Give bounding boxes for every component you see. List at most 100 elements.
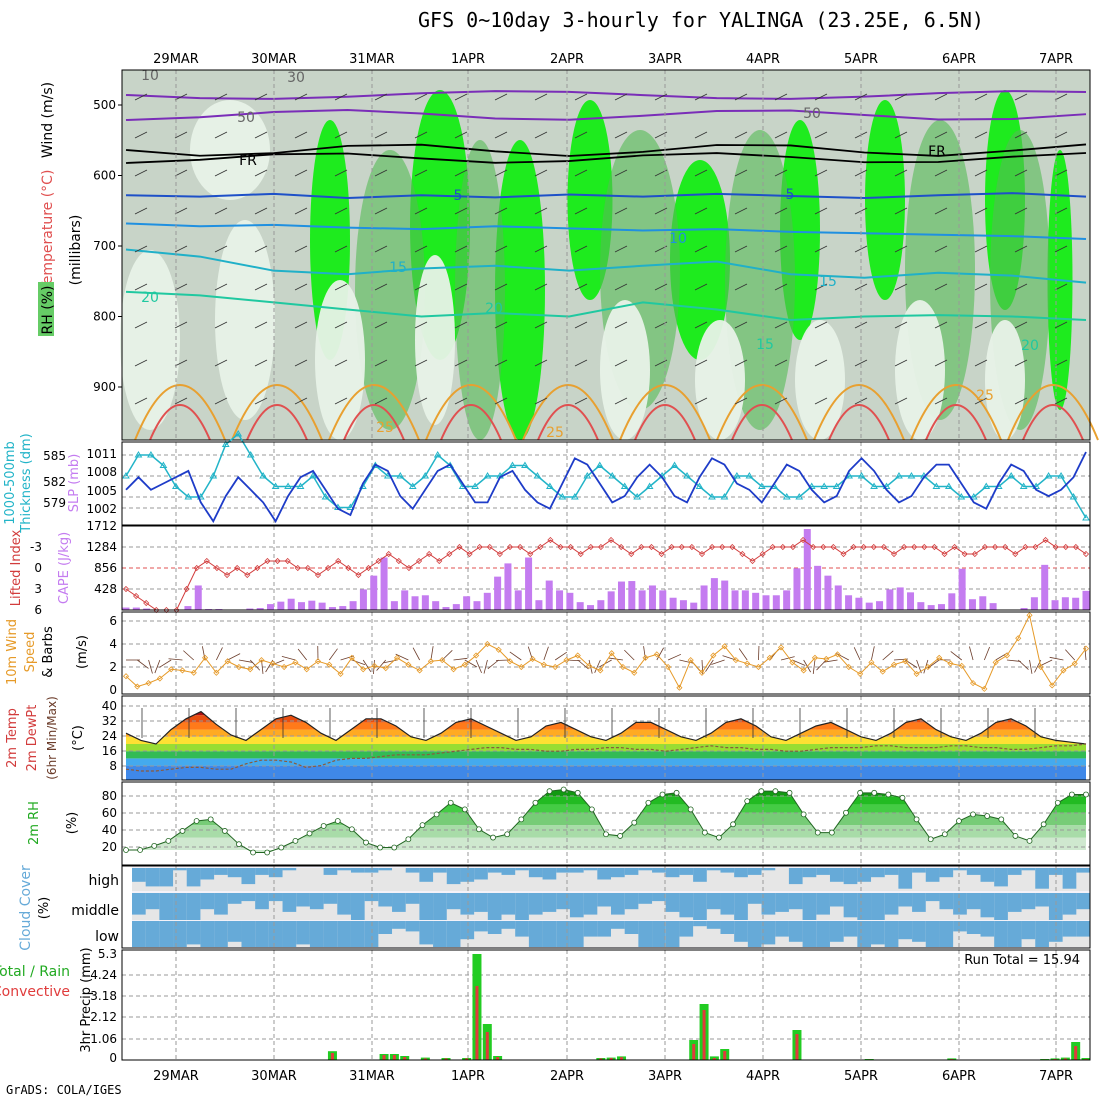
cloud-cell — [556, 868, 571, 873]
lifted-index-marker — [830, 543, 837, 551]
wind-tick: 6 — [109, 614, 117, 628]
cloud-cell — [227, 868, 242, 878]
lifted-axis-label: Lifted Index — [9, 529, 24, 606]
cloud-cell-bg — [720, 868, 735, 891]
precip-tick: 2.12 — [90, 1010, 117, 1024]
thickness-marker — [820, 482, 829, 489]
cloud-cell — [583, 893, 598, 915]
cape-bar — [194, 585, 202, 610]
cape-bar — [865, 602, 873, 610]
wind-barb — [334, 169, 348, 177]
wind-barb — [734, 283, 748, 291]
isotherm-line — [125, 192, 1087, 200]
cloud-cell — [816, 893, 831, 915]
wind-speed-marker — [857, 670, 864, 677]
wind10-axis-label: (m/s) — [75, 635, 90, 669]
wind-barb — [814, 131, 828, 139]
cape-tick: 428 — [94, 582, 117, 596]
wind-barb — [974, 93, 988, 101]
thickness-marker — [757, 482, 766, 489]
rh-marker — [758, 788, 765, 795]
date-label-bottom: 1APR — [451, 1069, 485, 1084]
temp-axis-label: 2m Temp — [5, 708, 20, 768]
wind-barb — [414, 321, 428, 329]
wind-barb — [694, 169, 708, 177]
isotherm-hot-line — [149, 404, 211, 441]
wind-barb — [614, 283, 628, 291]
cloud-cell — [487, 868, 503, 873]
cloud-cell — [734, 893, 749, 920]
lifted-index-marker — [759, 550, 766, 558]
cloud-cell-bg — [912, 868, 927, 891]
rh-marker — [673, 789, 680, 796]
rh-marker — [645, 799, 652, 806]
cloud-level-label: low — [95, 929, 119, 945]
cape-bar — [318, 602, 326, 610]
thickness-marker — [246, 451, 255, 458]
cape-lifted-panel: -3 0 3 6 1712 1284 856 428 Lifted Index CAPE (J/k… — [9, 519, 1091, 617]
cloud-cell — [939, 921, 954, 947]
precip-convective-bar — [465, 1058, 469, 1060]
wind-barb — [774, 245, 788, 253]
wind-barb — [334, 245, 348, 253]
thickness-axis-label: 1000-500mb — [3, 441, 18, 525]
rh-marker — [179, 828, 186, 834]
wind-speed-marker — [676, 684, 683, 691]
cloud-cell — [350, 893, 366, 920]
wind-barb — [294, 321, 308, 329]
slp-axis-label: SLP (mb) — [67, 454, 82, 513]
wind-barb — [454, 207, 468, 215]
wind-barb — [738, 648, 748, 661]
wind-speed-marker — [902, 658, 909, 665]
wind-barb — [494, 131, 508, 139]
cloud-cell — [569, 868, 585, 873]
cloud-cell — [884, 893, 899, 915]
temp-bands — [126, 711, 1086, 780]
wind-barb — [374, 93, 388, 101]
wind-barb — [983, 646, 990, 661]
rh-moist-region — [495, 140, 545, 440]
cape-bar — [814, 565, 822, 610]
wind-speed-marker — [958, 662, 965, 669]
wind-barb — [814, 169, 828, 177]
wind-speed-marker — [1082, 645, 1090, 652]
rh-marker — [250, 849, 256, 856]
lifted-index-marker — [345, 564, 352, 572]
rh-marker — [701, 829, 708, 836]
rh-marker — [828, 829, 835, 836]
wind-speed-marker — [179, 667, 186, 674]
panel-frame — [121, 611, 1091, 695]
temp-axis-label: (6hr Min/Max) — [45, 696, 59, 780]
lifted-index-marker — [234, 564, 241, 572]
wind-speed-marker — [371, 662, 378, 669]
cloud-cell — [884, 868, 899, 875]
wind-barb — [534, 245, 548, 253]
wind-barb — [534, 93, 548, 101]
wind-speed-marker — [608, 650, 615, 657]
cloud-cell — [501, 921, 516, 929]
isotherm-hot-line — [246, 404, 308, 441]
rh-marker — [730, 821, 736, 828]
isotherm-line — [125, 222, 1087, 240]
cloud-cell — [186, 868, 201, 887]
wind-barb — [1054, 397, 1068, 405]
isotherm-hot-line — [440, 404, 502, 441]
thickness-marker — [284, 482, 292, 489]
wind-speed-marker — [913, 670, 920, 677]
cloud-cell — [528, 868, 544, 878]
wind-barb — [1054, 93, 1068, 101]
cloud-cell — [679, 868, 694, 875]
wind-barb — [227, 653, 241, 661]
lifted-index-marker — [698, 550, 706, 558]
cloud-cell — [1007, 868, 1023, 875]
wind-speed-marker — [744, 660, 751, 667]
wind-barb — [577, 659, 589, 670]
wind-barb — [974, 283, 988, 291]
cloud-cell — [611, 921, 626, 929]
temp-tick: 24 — [102, 729, 117, 743]
cloud-cell — [337, 868, 352, 871]
cloud-cell — [925, 893, 940, 902]
cloud-cell — [611, 868, 626, 878]
rh-marker — [1054, 799, 1061, 806]
wind-speed-marker — [1060, 667, 1067, 674]
